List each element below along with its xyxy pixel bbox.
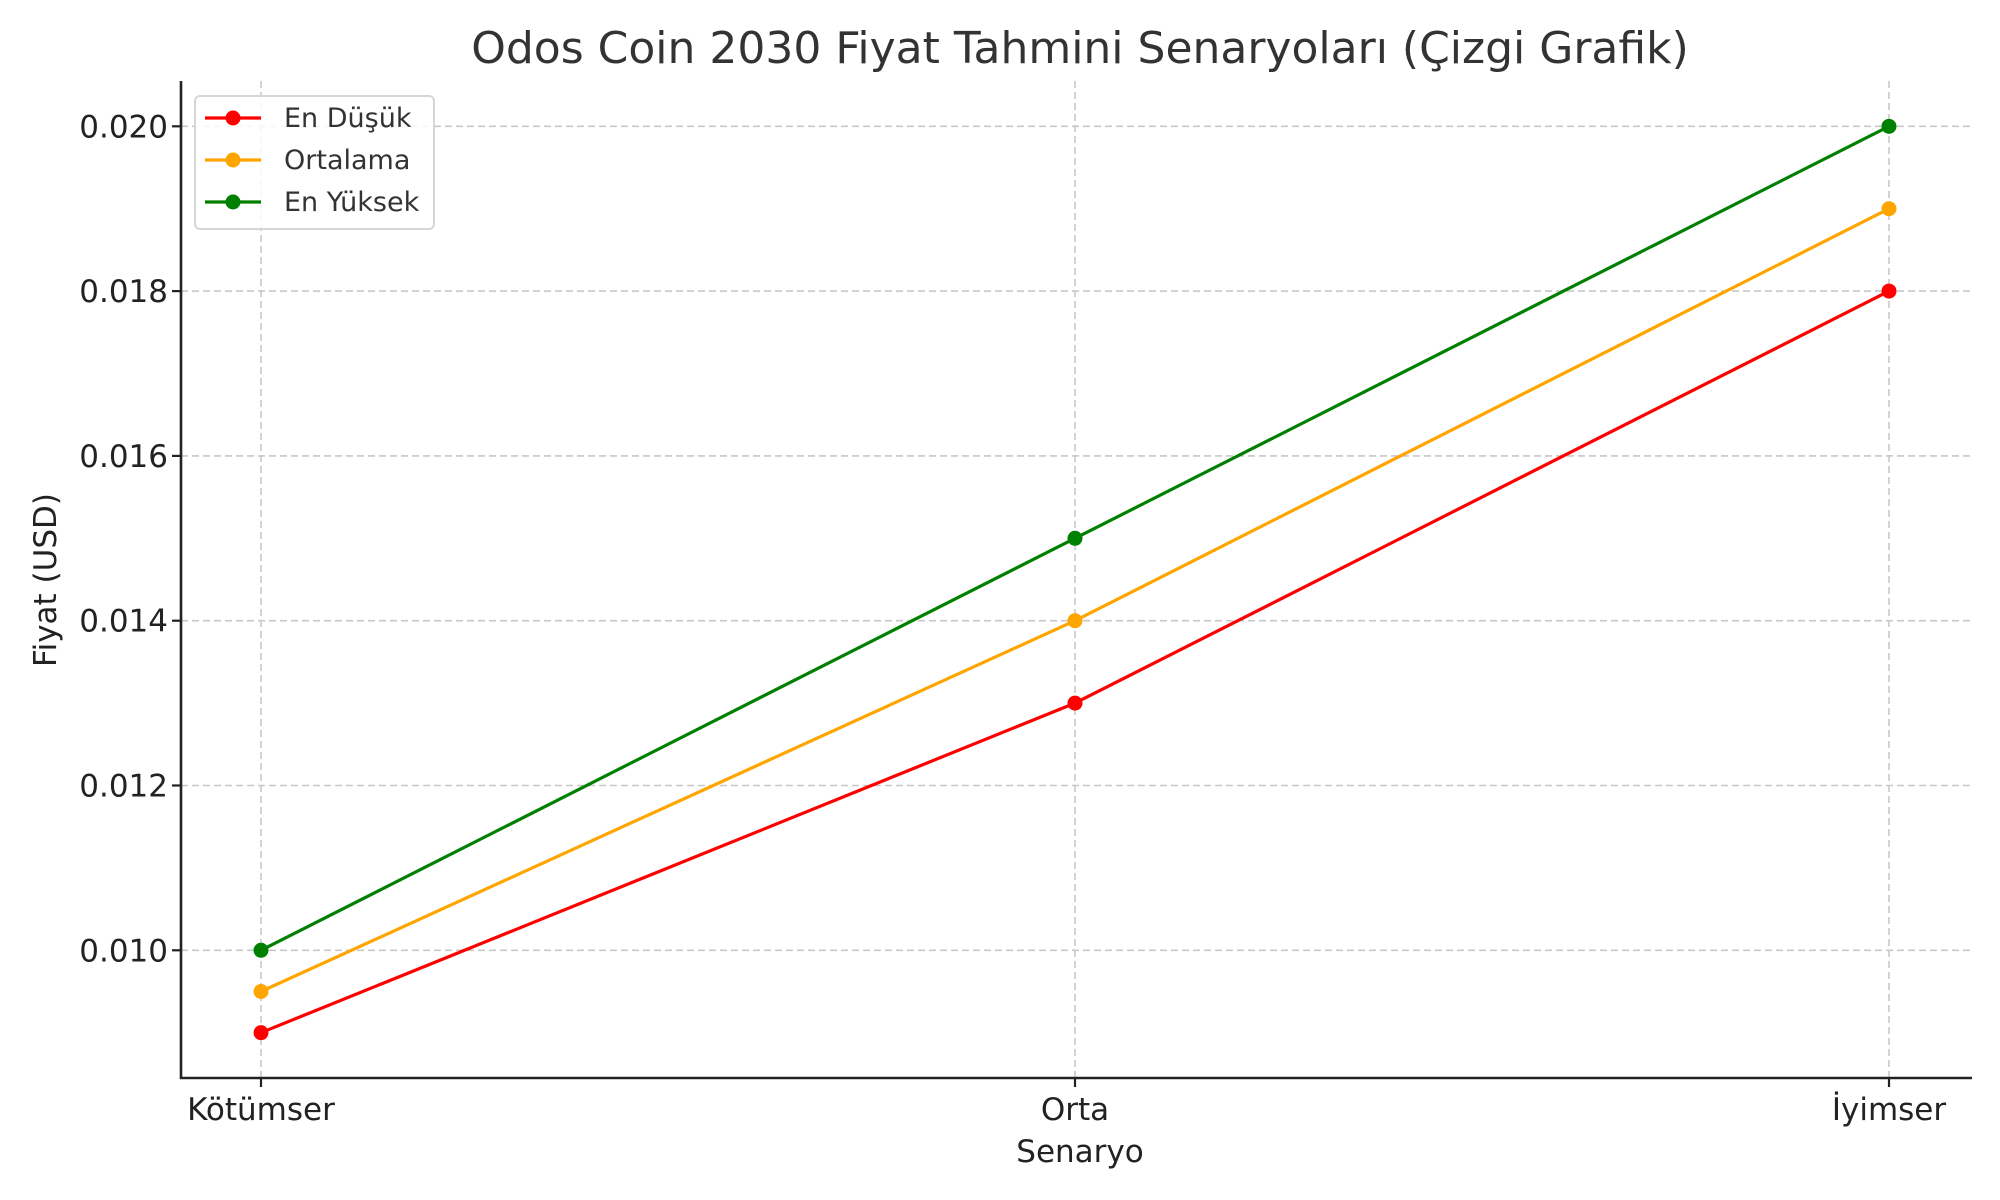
legend-label: En Düşük: [284, 103, 412, 134]
grid-lines: [181, 81, 1972, 1078]
data-point-marker: [1067, 613, 1083, 629]
legend-marker-icon: [225, 152, 241, 168]
x-tick-label: Kötümser: [187, 1092, 335, 1128]
y-axis-ticks: 0.010 0.012 0.014 0.016 0.018 0.020: [79, 109, 181, 969]
x-axis-label: Senaryo: [1016, 1134, 1143, 1170]
y-tick-label: 0.020: [79, 109, 168, 145]
series-line: [253, 201, 1897, 999]
data-point-marker: [1881, 283, 1897, 299]
series-line: [253, 283, 1897, 1041]
legend-label: Ortalama: [284, 145, 410, 176]
data-point-marker: [1881, 201, 1897, 217]
y-axis-label: Fiyat (USD): [28, 493, 64, 667]
y-tick-label: 0.018: [79, 274, 168, 310]
y-tick-label: 0.014: [79, 604, 168, 640]
data-point-marker: [253, 1025, 269, 1041]
x-axis-ticks: Kötümser Orta İyimser: [187, 1078, 1946, 1128]
legend-entry: En Düşük: [205, 103, 412, 134]
legend-marker-icon: [225, 194, 241, 210]
series-line: [253, 118, 1897, 958]
legend-marker-icon: [225, 110, 241, 126]
data-point-marker: [1067, 695, 1083, 711]
y-tick-label: 0.016: [79, 439, 168, 475]
chart-title: Odos Coin 2030 Fiyat Tahmini Senaryoları…: [471, 23, 1689, 74]
data-point-marker: [1067, 530, 1083, 546]
data-point-marker: [253, 983, 269, 999]
legend-label: En Yüksek: [284, 187, 420, 218]
x-tick-label: Orta: [1041, 1092, 1109, 1128]
legend: En Düşük Ortalama En Yüksek: [194, 95, 435, 230]
y-tick-label: 0.010: [79, 933, 168, 969]
data-point-marker: [1881, 118, 1897, 134]
x-tick-label: İyimser: [1832, 1092, 1947, 1128]
y-tick-label: 0.012: [79, 768, 168, 804]
legend-box: [194, 95, 435, 230]
legend-entry: En Yüksek: [205, 187, 420, 218]
axes: [179, 81, 1972, 1080]
legend-entry: Ortalama: [205, 145, 410, 176]
series-layer: [253, 118, 1897, 1041]
data-point-marker: [253, 942, 269, 958]
